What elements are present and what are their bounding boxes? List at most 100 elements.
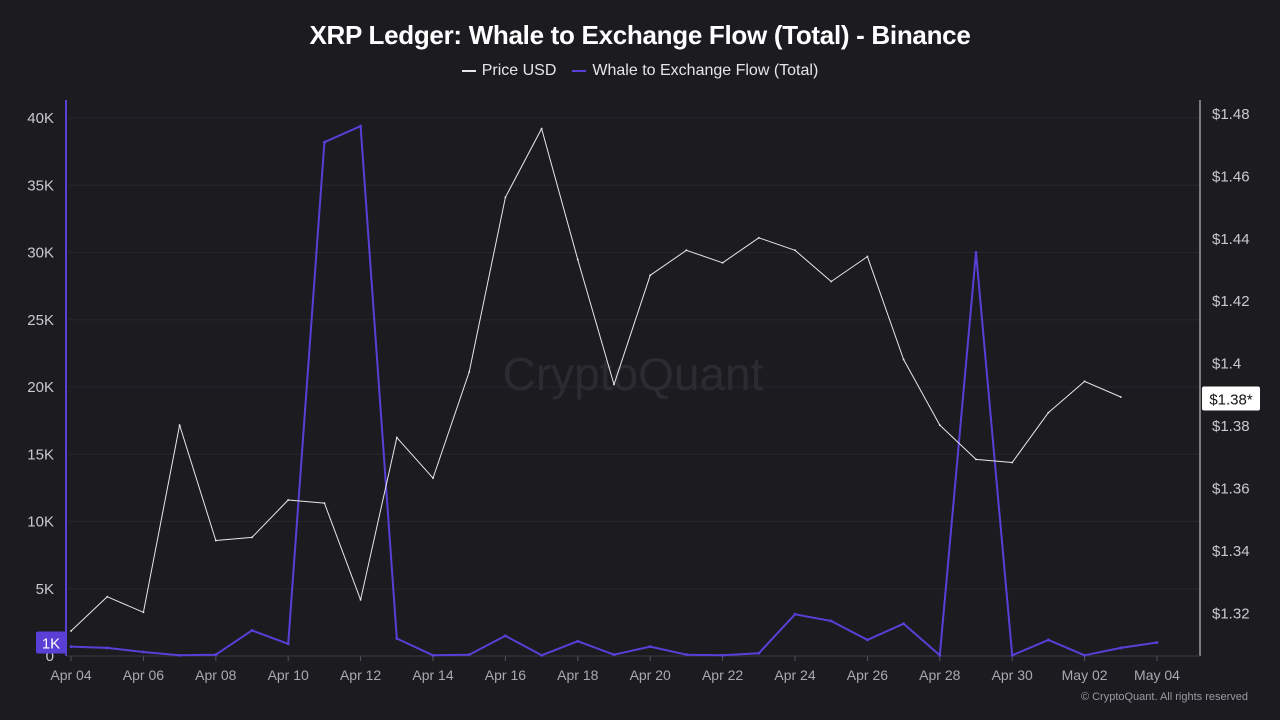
y-right-tick-label: $1.32 — [1212, 605, 1250, 622]
data-point-price — [323, 502, 326, 505]
legend-swatch-price — [461, 70, 476, 72]
x-tick-label: Apr 08 — [195, 667, 236, 683]
y-left-tick-label: 40K — [27, 110, 54, 127]
y-left-tick-label: 0 — [46, 648, 54, 665]
y-left-tick-label: 10K — [27, 514, 54, 531]
x-tick-label: Apr 14 — [412, 667, 453, 683]
y-right-tick-label: $1.34 — [1212, 543, 1250, 560]
series-line-price — [70, 128, 1121, 632]
data-point-price — [830, 280, 833, 283]
data-point-price — [359, 598, 362, 601]
x-tick-label: May 02 — [1062, 667, 1108, 683]
data-point-whale-flow — [540, 653, 544, 657]
data-point-whale-flow — [105, 646, 109, 650]
data-point-price — [540, 127, 543, 130]
x-tick-label: Apr 22 — [702, 667, 743, 683]
data-point-whale-flow — [757, 651, 761, 655]
x-tick-label: Apr 20 — [630, 667, 671, 683]
right-current-marker-label: $1.38* — [1209, 392, 1253, 409]
data-point-whale-flow — [214, 653, 218, 657]
data-point-price — [649, 274, 652, 277]
y-left-tick-label: 25K — [27, 312, 54, 329]
data-point-whale-flow — [902, 622, 906, 626]
x-tick-label: Apr 16 — [485, 667, 526, 683]
y-right-tick-label: $1.42 — [1212, 293, 1250, 310]
y-right-tick-label: $1.46 — [1212, 168, 1250, 185]
data-point-whale-flow — [395, 637, 399, 641]
left-current-marker-label: 1K — [42, 636, 60, 653]
y-right-tick-label: $1.48 — [1212, 106, 1250, 123]
data-point-price — [214, 539, 217, 542]
y-right-tick-label: $1.36 — [1212, 480, 1250, 497]
watermark: CryptoQuant — [503, 348, 764, 400]
y-left-tick-label: 20K — [27, 379, 54, 396]
x-tick-label: Apr 28 — [919, 667, 960, 683]
data-point-whale-flow — [1046, 638, 1050, 642]
data-point-whale-flow — [1155, 641, 1159, 645]
data-point-whale-flow — [684, 653, 688, 657]
data-point-whale-flow — [1083, 653, 1087, 657]
data-point-price — [178, 424, 181, 427]
data-point-price — [1011, 461, 1014, 464]
data-point-price — [685, 249, 688, 252]
x-tick-label: Apr 18 — [557, 667, 598, 683]
data-point-price — [613, 383, 615, 386]
data-point-whale-flow — [178, 653, 182, 657]
data-point-price — [721, 261, 724, 264]
data-point-price — [1083, 380, 1086, 383]
data-point-whale-flow — [322, 140, 326, 144]
data-point-whale-flow — [576, 639, 580, 643]
data-point-price — [70, 630, 72, 633]
legend-swatch-flow — [572, 70, 587, 72]
data-point-price — [975, 458, 977, 461]
x-tick-label: May 04 — [1134, 667, 1180, 683]
data-point-whale-flow — [1119, 646, 1123, 650]
data-point-price — [902, 358, 905, 361]
data-point-whale-flow — [359, 124, 363, 128]
x-tick-label: Apr 04 — [50, 667, 91, 683]
y-left-tick-label: 5K — [36, 581, 54, 598]
data-point-whale-flow — [467, 653, 471, 657]
data-point-whale-flow — [938, 653, 942, 657]
data-point-price — [395, 436, 398, 439]
y-right-tick-label: $1.44 — [1212, 231, 1250, 248]
x-tick-label: Apr 12 — [340, 667, 381, 683]
y-left-tick-label: 35K — [27, 177, 54, 194]
data-point-whale-flow — [431, 653, 435, 657]
y-right-tick-label: $1.4 — [1212, 356, 1241, 373]
chart-legend: Price USD Whale to Exchange Flow (Total) — [0, 62, 1280, 80]
data-point-price — [432, 477, 434, 480]
data-point-whale-flow — [865, 638, 869, 642]
series-layer — [69, 124, 1159, 657]
data-point-whale-flow — [648, 645, 652, 649]
data-point-price — [794, 249, 796, 252]
y-right-tick-label: $1.38 — [1212, 418, 1250, 435]
x-tick-label: Apr 24 — [774, 667, 815, 683]
data-point-price — [142, 611, 145, 614]
legend-item-price[interactable]: Price USD — [461, 62, 557, 80]
data-point-whale-flow — [612, 653, 616, 657]
legend-item-flow[interactable]: Whale to Exchange Flow (Total) — [572, 62, 818, 80]
data-point-price — [287, 498, 290, 501]
legend-label-price: Price USD — [481, 62, 557, 79]
data-point-whale-flow — [286, 642, 290, 646]
data-point-whale-flow — [69, 645, 73, 649]
y-left-tick-label: 30K — [27, 245, 54, 262]
data-point-price — [1119, 395, 1122, 398]
x-tick-label: Apr 06 — [123, 667, 164, 683]
data-point-price — [251, 536, 253, 539]
data-point-price — [504, 196, 507, 199]
chart-title: XRP Ledger: Whale to Exchange Flow (Tota… — [309, 20, 971, 50]
right-current-marker-bg — [1202, 386, 1260, 411]
data-point-price — [1047, 411, 1050, 414]
data-point-price — [938, 424, 941, 427]
data-point-price — [576, 258, 579, 261]
data-point-whale-flow — [503, 634, 507, 638]
data-point-price — [866, 255, 869, 258]
legend-label-flow: Whale to Exchange Flow (Total) — [592, 62, 819, 79]
data-point-whale-flow — [793, 612, 797, 616]
left-current-marker-bg — [36, 631, 66, 654]
copyright-text: © CryptoQuant. All rights reserved — [1080, 691, 1248, 703]
data-point-price — [468, 371, 471, 374]
